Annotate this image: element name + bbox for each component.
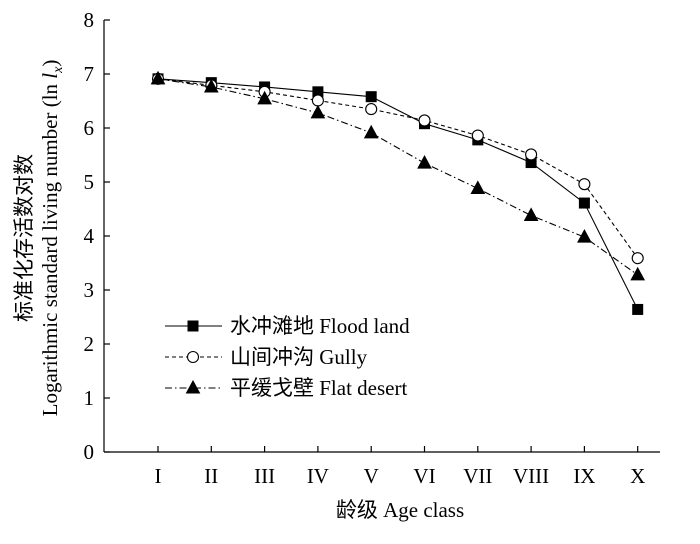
- series-1: [152, 73, 644, 315]
- data-point: [578, 197, 590, 209]
- series-line: [157, 78, 639, 310]
- x-tick-label: X: [630, 464, 645, 488]
- legend-label: 水冲滩地 Flood land: [230, 314, 410, 338]
- data-point: [631, 252, 644, 265]
- x-tick-label: IV: [307, 464, 329, 488]
- x-axis-title: 龄级 Age class: [336, 498, 464, 522]
- y-axis-title-english: Logarithmic standard living number (ln l…: [38, 60, 66, 417]
- legend-item-1: 水冲滩地 Flood land: [165, 314, 410, 338]
- data-point: [630, 266, 646, 281]
- legend: 水冲滩地 Flood land 山间冲沟 Gully 平缓戈壁 Flat deser…: [165, 314, 410, 400]
- y-tick-label: 0: [84, 440, 95, 464]
- x-tick-label: V: [364, 464, 379, 488]
- data-point: [418, 114, 431, 127]
- series-layer: [150, 70, 646, 315]
- data-point: [363, 124, 379, 139]
- data-point: [150, 70, 166, 85]
- legend-item-2: 山间冲沟 Gully: [165, 345, 368, 369]
- data-point: [525, 148, 538, 161]
- data-point: [365, 103, 378, 116]
- data-point: [311, 94, 324, 107]
- series-2: [151, 72, 644, 265]
- data-point: [578, 178, 591, 191]
- data-point: [257, 90, 272, 105]
- legend-marker: [186, 350, 200, 364]
- x-tick-label: I: [155, 464, 162, 488]
- data-point: [203, 78, 219, 93]
- y-tick-label: 6: [84, 116, 95, 140]
- y-tick-label: 5: [84, 170, 95, 194]
- legend-label: 平缓戈壁 Flat desert: [230, 376, 407, 400]
- legend-label: 山间冲沟 Gully: [230, 345, 368, 369]
- x-tick-label: VI: [413, 464, 435, 488]
- y-axis-title-suffix: ): [38, 60, 62, 67]
- y-axis-title-chinese: 标准化存活数对数: [12, 154, 36, 322]
- y-tick-label: 7: [84, 62, 95, 86]
- y-axis-title-subscript: x: [51, 66, 66, 74]
- data-point: [632, 303, 644, 315]
- y-axis-title-prefix: Logarithmic standard living number (ln: [38, 79, 62, 417]
- x-tick-label: II: [204, 464, 218, 488]
- y-tick-label: 3: [84, 278, 95, 302]
- legend-marker: [185, 379, 201, 394]
- legend-item-3: 平缓戈壁 Flat desert: [165, 376, 407, 400]
- y-axis-title-symbol: l: [38, 73, 62, 79]
- y-tick-label: 4: [84, 224, 95, 248]
- series-3: [150, 70, 646, 281]
- data-point: [470, 180, 486, 194]
- data-point: [523, 207, 539, 221]
- x-tick-label: VII: [463, 464, 492, 488]
- x-tick-label: VIII: [513, 464, 549, 488]
- legend-marker: [187, 320, 199, 332]
- y-tick-label: 1: [84, 386, 95, 410]
- series-line: [157, 78, 639, 259]
- data-point: [417, 155, 432, 169]
- y-tick-label: 8: [84, 8, 95, 32]
- data-point: [577, 229, 592, 243]
- y-tick-label: 2: [84, 332, 95, 356]
- series-line: [157, 78, 639, 276]
- data-point: [471, 129, 484, 142]
- data-point: [310, 104, 326, 119]
- data-point: [365, 91, 377, 103]
- x-tick-label: III: [254, 464, 275, 488]
- x-tick-label: IX: [573, 464, 595, 488]
